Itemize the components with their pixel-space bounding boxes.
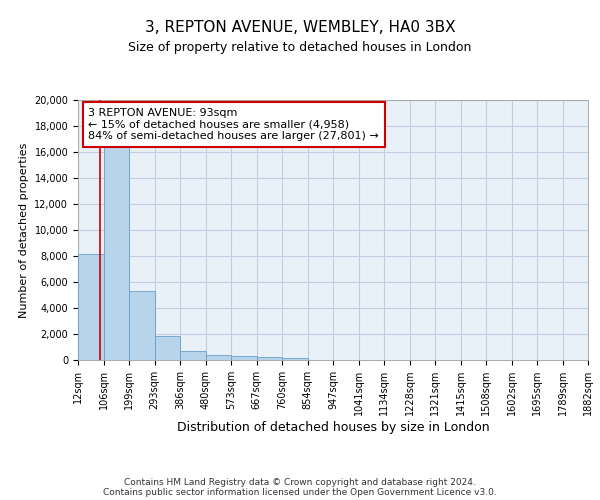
Text: 3 REPTON AVENUE: 93sqm
← 15% of detached houses are smaller (4,958)
84% of semi-: 3 REPTON AVENUE: 93sqm ← 15% of detached… — [88, 108, 379, 141]
Bar — [78, 254, 104, 360]
Bar — [155, 336, 180, 360]
Bar — [104, 144, 129, 360]
Bar — [129, 291, 155, 360]
Text: Size of property relative to detached houses in London: Size of property relative to detached ho… — [128, 41, 472, 54]
Text: Contains HM Land Registry data © Crown copyright and database right 2024.
Contai: Contains HM Land Registry data © Crown c… — [103, 478, 497, 497]
Bar — [257, 357, 282, 360]
Bar — [206, 356, 231, 360]
Text: 3, REPTON AVENUE, WEMBLEY, HA0 3BX: 3, REPTON AVENUE, WEMBLEY, HA0 3BX — [145, 20, 455, 35]
Bar — [231, 356, 257, 360]
Bar — [282, 358, 308, 360]
X-axis label: Distribution of detached houses by size in London: Distribution of detached houses by size … — [176, 421, 490, 434]
Bar — [180, 351, 206, 360]
Y-axis label: Number of detached properties: Number of detached properties — [19, 142, 29, 318]
